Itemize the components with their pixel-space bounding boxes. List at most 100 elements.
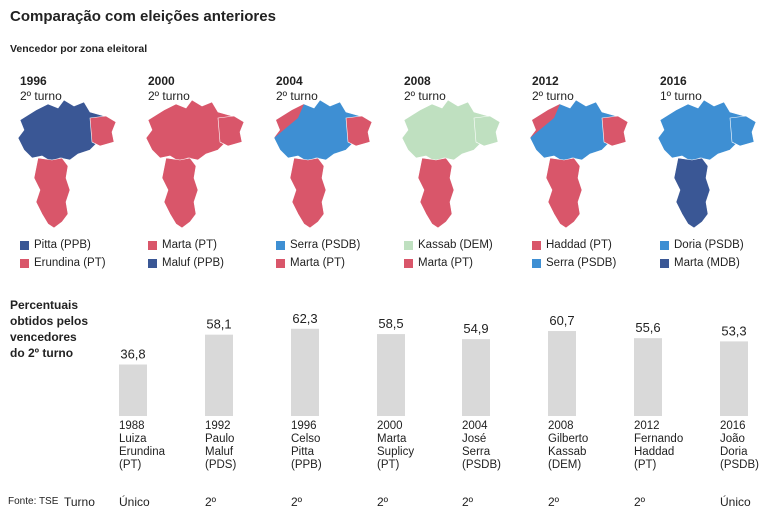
- bar-winner-line: (PSDB): [462, 459, 501, 471]
- turno-value: 2º: [634, 495, 646, 509]
- bar-info-2016: 2016 João Doria (PSDB): [720, 420, 759, 472]
- bar-winner-line: Marta: [377, 433, 407, 445]
- bar-2012: [634, 338, 662, 416]
- map-south-zone: [33, 157, 71, 229]
- legend-item: Marta (MDB): [660, 254, 768, 272]
- legend-swatch: [404, 258, 413, 268]
- bar-winner-line: (PSDB): [720, 459, 759, 471]
- map-2016: 2016 1º turno Doria (PSDB) Marta (MDB): [657, 74, 768, 269]
- legend-label: Doria (PSDB): [674, 239, 744, 251]
- map-east-zone: [473, 115, 501, 147]
- bar-value-label: 58,5: [378, 316, 403, 331]
- legend-item: Maluf (PPB): [148, 254, 278, 272]
- map-year: 2016: [660, 74, 687, 88]
- map-west-zone: [274, 104, 304, 138]
- map-legend: Kassab (DEM) Marta (PT): [404, 236, 534, 272]
- map-round: 2º turno: [276, 89, 318, 103]
- bar-year-label: 2000: [377, 420, 403, 432]
- map-south-zone: [289, 157, 327, 229]
- bar-info-1996: 1996 Celso Pitta (PPB): [291, 420, 322, 472]
- bar-info-1988: 1988 Luiza Erundina (PT): [119, 420, 165, 472]
- bar-info-2004: 2004 José Serra (PSDB): [462, 420, 501, 472]
- city-map: [273, 99, 373, 229]
- bar-winner-line: Fernando: [634, 433, 684, 445]
- map-round: 2º turno: [532, 89, 574, 103]
- bar-1988: [119, 364, 147, 416]
- legend-item: Doria (PSDB): [660, 236, 768, 254]
- bar-2008: [548, 331, 576, 416]
- legend-label: Marta (PT): [162, 239, 217, 251]
- legend-item: Erundina (PT): [20, 254, 150, 272]
- legend-swatch: [660, 258, 669, 268]
- legend-item: Serra (PSDB): [532, 254, 662, 272]
- turno-value: 2º: [377, 495, 389, 509]
- bar-winner-line: (PPB): [291, 459, 322, 471]
- bar-2016: [720, 341, 748, 416]
- legend-swatch: [660, 240, 669, 250]
- bar-winner-line: Doria: [720, 446, 748, 458]
- bar-year-label: 2004: [462, 420, 488, 432]
- maps-subtitle: Vencedor por zona eleitoral: [10, 43, 148, 55]
- bar-info-2012: 2012 Fernando Haddad (PT): [634, 420, 683, 472]
- bar-winner-line: Maluf: [205, 446, 234, 458]
- bar-winner-line: Haddad: [634, 446, 675, 458]
- city-map: [657, 99, 757, 229]
- bar-winner-line: Celso: [291, 433, 321, 445]
- legend-item: Haddad (PT): [532, 236, 662, 254]
- map-north-zone: [657, 99, 755, 163]
- legend-swatch: [20, 240, 29, 250]
- bar-winner-line: Pitta: [291, 446, 315, 458]
- map-year: 2012: [532, 74, 559, 88]
- bar-winner-line: Paulo: [205, 433, 235, 445]
- legend-item: Pitta (PPB): [20, 236, 150, 254]
- map-legend: Serra (PSDB) Marta (PT): [276, 236, 406, 272]
- percent-label: Percentuais obtidos pelos vencedores do …: [10, 298, 88, 360]
- legend-item: Kassab (DEM): [404, 236, 534, 254]
- bar-winner-line: Suplicy: [377, 446, 415, 458]
- bar-year-label: 1992: [205, 420, 231, 432]
- bar-winner-line: Luiza: [119, 433, 147, 445]
- map-year: 2004: [276, 74, 303, 88]
- legend-item: Marta (PT): [276, 254, 406, 272]
- legend-label: Marta (PT): [290, 257, 345, 269]
- city-map: [401, 99, 501, 229]
- turno-value: 2º: [462, 495, 474, 509]
- city-map: [145, 99, 245, 229]
- bar-value-label: 60,7: [549, 313, 574, 328]
- map-round: 2º turno: [404, 89, 446, 103]
- city-map: [17, 99, 117, 229]
- legend-label: Erundina (PT): [34, 257, 106, 269]
- legend-swatch: [148, 240, 157, 250]
- map-east-zone: [601, 115, 629, 147]
- turno-value: Único: [720, 495, 751, 509]
- legend-swatch: [404, 240, 413, 250]
- turno-value: Único: [119, 495, 150, 509]
- map-round: 1º turno: [660, 89, 702, 103]
- bar-value-label: 62,3: [292, 311, 317, 326]
- map-2000: 2000 2º turno Marta (PT) Maluf (PPB): [145, 74, 268, 269]
- legend-item: Serra (PSDB): [276, 236, 406, 254]
- map-south-zone: [545, 157, 583, 229]
- map-year: 1996: [20, 74, 47, 88]
- legend-swatch: [148, 258, 157, 268]
- bar-winner-line: (PT): [119, 459, 142, 471]
- turno-value: 2º: [548, 495, 560, 509]
- legend-label: Marta (MDB): [674, 257, 740, 269]
- legend-swatch: [532, 258, 541, 268]
- map-legend: Marta (PT) Maluf (PPB): [148, 236, 278, 272]
- map-north-zone: [145, 99, 243, 163]
- map-legend: Pitta (PPB) Erundina (PT): [20, 236, 150, 272]
- bar-year-label: 1988: [119, 420, 145, 432]
- bar-value-label: 53,3: [721, 323, 746, 338]
- bar-winner-line: Erundina: [119, 446, 166, 458]
- map-east-zone: [217, 115, 245, 147]
- map-north-zone: [401, 99, 499, 163]
- bar-value-label: 36,8: [120, 346, 145, 361]
- map-1996: 1996 2º turno Pitta (PPB) Erundina (PT): [17, 74, 140, 269]
- bar-value-label: 55,6: [635, 320, 660, 335]
- map-round: 2º turno: [20, 89, 62, 103]
- bar-year-label: 2016: [720, 420, 746, 432]
- bar-winner-line: (DEM): [548, 459, 582, 471]
- bar-2000: [377, 334, 405, 416]
- bar-winner-line: Serra: [462, 446, 491, 458]
